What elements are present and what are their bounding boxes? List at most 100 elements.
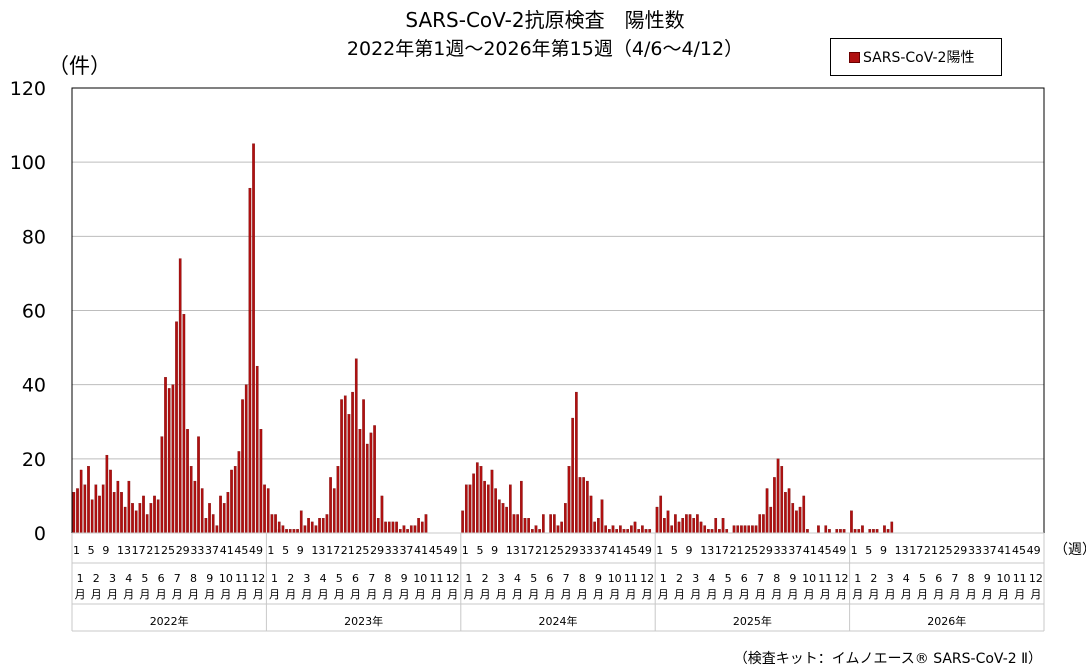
- month-label: 2: [482, 572, 489, 585]
- bar: [94, 484, 98, 534]
- month-suffix: 月: [139, 588, 150, 601]
- x-axis-label: （週）: [1054, 542, 1086, 558]
- week-tick-label: 37: [205, 544, 219, 557]
- week-tick-label: 9: [491, 544, 498, 557]
- year-label: 2023年: [344, 614, 383, 628]
- month-suffix: 月: [544, 588, 555, 601]
- bar: [266, 488, 270, 534]
- week-tick-label: 33: [774, 544, 788, 557]
- week-tick-label: 33: [579, 544, 593, 557]
- bar: [112, 492, 116, 534]
- bar: [703, 525, 707, 534]
- bar: [630, 525, 633, 534]
- chart-subtitle: 2022年第1週～2026年第15週（4/6～4/12）: [346, 38, 744, 60]
- bar: [109, 469, 112, 534]
- month-suffix: 月: [399, 588, 410, 601]
- week-tick-label: 49: [249, 544, 263, 557]
- month-label: 11: [1013, 572, 1027, 585]
- week-tick-label: 29: [565, 544, 579, 557]
- bar: [402, 525, 406, 534]
- bar: [142, 495, 145, 534]
- bar: [692, 518, 696, 534]
- week-tick-label: 13: [895, 544, 909, 557]
- month-suffix: 月: [512, 588, 523, 601]
- week-tick-label: 37: [594, 544, 608, 557]
- bar: [519, 480, 523, 534]
- month-label: 6: [741, 572, 748, 585]
- month-label: 7: [757, 572, 764, 585]
- month-label: 9: [984, 572, 991, 585]
- bar: [76, 488, 79, 534]
- bar: [417, 518, 420, 534]
- week-tick-label: 17: [132, 544, 146, 557]
- bar: [655, 506, 659, 534]
- month-suffix: 月: [285, 588, 296, 601]
- bar: [307, 518, 310, 534]
- bar: [762, 514, 765, 534]
- week-tick-label: 37: [399, 544, 413, 557]
- month-suffix: 月: [366, 588, 377, 601]
- bar: [472, 473, 475, 534]
- bar: [740, 525, 743, 534]
- month-suffix: 月: [188, 588, 199, 601]
- month-label: 3: [887, 572, 894, 585]
- week-tick-label: 45: [818, 544, 832, 557]
- bar: [600, 499, 604, 534]
- bar: [116, 480, 120, 534]
- month-suffix: 月: [706, 588, 717, 601]
- y-axis-label: （件）: [48, 54, 111, 78]
- legend-swatch: [849, 51, 860, 63]
- bar: [186, 429, 189, 534]
- month-suffix: 月: [480, 588, 491, 601]
- bar: [575, 391, 578, 534]
- week-tick-label: 33: [968, 544, 982, 557]
- month-label: 7: [368, 572, 375, 585]
- month-suffix: 月: [852, 588, 863, 601]
- month-suffix: 月: [577, 588, 588, 601]
- week-tick-label: 25: [939, 544, 953, 557]
- month-label: 9: [206, 572, 213, 585]
- bar: [244, 384, 248, 534]
- bar: [784, 492, 787, 534]
- bar: [255, 365, 259, 534]
- month-label: 4: [125, 572, 132, 585]
- month-suffix: 月: [220, 588, 231, 601]
- y-tick-label: 100: [10, 152, 46, 174]
- bar: [365, 443, 369, 534]
- week-tick-label: 21: [924, 544, 938, 557]
- bar: [468, 484, 472, 534]
- year-label: 2024年: [539, 614, 578, 628]
- month-suffix: 月: [885, 588, 896, 601]
- bar: [644, 529, 648, 534]
- bar: [806, 529, 809, 534]
- week-tick-label: 41: [414, 544, 428, 557]
- month-label: 8: [579, 572, 586, 585]
- bar: [516, 514, 519, 534]
- week-tick-label: 41: [803, 544, 817, 557]
- bar: [376, 518, 380, 534]
- bar: [674, 514, 677, 534]
- bar: [666, 510, 670, 534]
- bar: [586, 480, 589, 534]
- bar: [105, 454, 109, 534]
- bar: [795, 510, 798, 534]
- week-tick-label: 25: [550, 544, 564, 557]
- bar: [571, 417, 574, 534]
- month-label: 10: [997, 572, 1011, 585]
- month-label: 4: [903, 572, 910, 585]
- month-label: 4: [320, 572, 327, 585]
- month-label: 11: [818, 572, 832, 585]
- bar: [780, 466, 784, 534]
- bar: [564, 503, 567, 534]
- bar: [138, 503, 142, 534]
- bar: [842, 529, 846, 534]
- week-tick-label: 29: [953, 544, 967, 557]
- week-tick-label: 5: [88, 544, 95, 557]
- week-tick-label: 5: [476, 544, 483, 557]
- bar: [593, 521, 597, 534]
- bar: [754, 525, 758, 534]
- bar: [395, 521, 398, 534]
- bar: [677, 521, 681, 534]
- month-label: 3: [498, 572, 505, 585]
